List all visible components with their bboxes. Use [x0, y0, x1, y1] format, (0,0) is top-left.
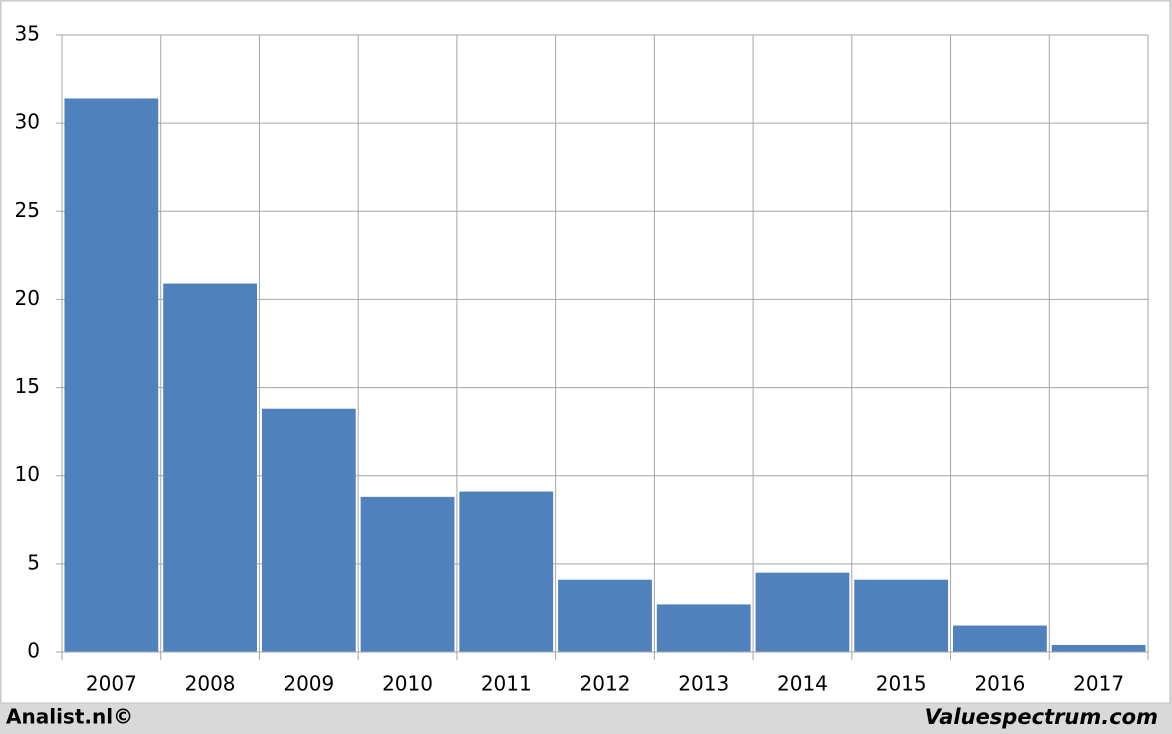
y-tick-label: 5 [27, 550, 40, 574]
y-tick-label: 30 [15, 110, 40, 134]
y-tick-label: 20 [15, 286, 40, 310]
bar [558, 579, 652, 652]
x-tick-label: 2014 [777, 672, 828, 696]
y-tick-label: 10 [15, 462, 40, 486]
y-tick-label: 0 [27, 639, 40, 663]
footer-right: Valuespectrum.com [925, 705, 1158, 729]
x-tick-label: 2015 [876, 672, 927, 696]
y-tick-label: 35 [15, 22, 40, 46]
x-tick-label: 2008 [185, 672, 236, 696]
bar [854, 579, 949, 652]
x-tick-label: 2010 [382, 672, 433, 696]
x-tick-label: 2009 [283, 672, 334, 696]
bar [656, 604, 751, 652]
bar [755, 572, 850, 652]
x-tick-label: 2016 [974, 672, 1025, 696]
y-tick-label: 25 [15, 198, 40, 222]
bar [953, 625, 1047, 652]
footer-left: Analist.nl© [6, 705, 133, 729]
bar [459, 491, 554, 652]
bar [64, 98, 159, 652]
bar [1051, 644, 1146, 652]
x-tick-label: 2007 [86, 672, 137, 696]
bar [360, 496, 455, 652]
bar [261, 408, 356, 652]
x-tick-label: 2013 [678, 672, 729, 696]
x-tick-label: 2017 [1073, 672, 1124, 696]
y-tick-label: 15 [15, 374, 40, 398]
x-tick-label: 2012 [580, 672, 631, 696]
bar [163, 283, 257, 652]
x-tick-label: 2011 [481, 672, 532, 696]
